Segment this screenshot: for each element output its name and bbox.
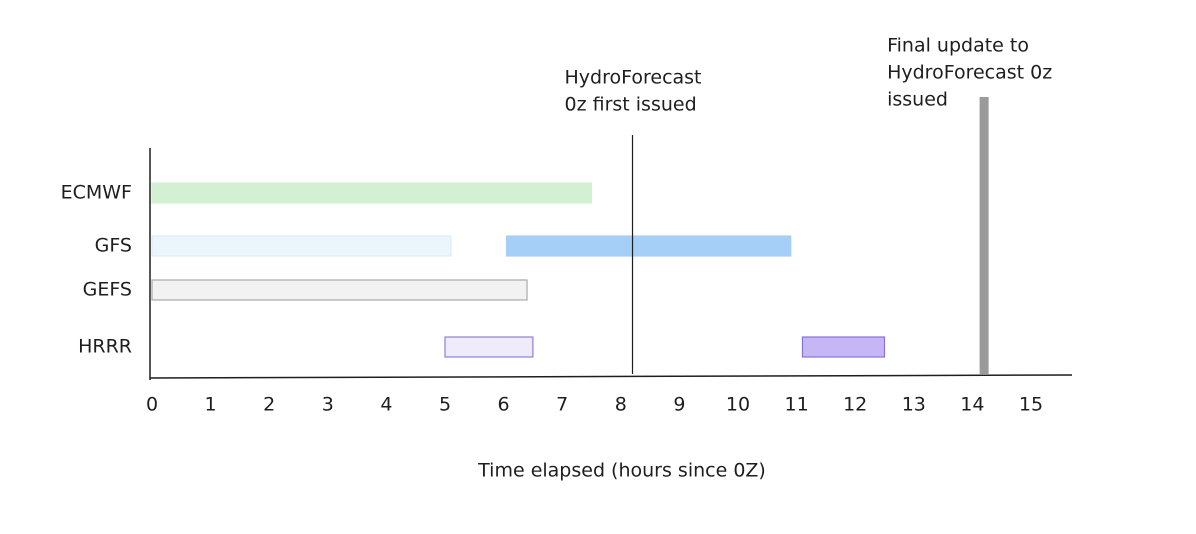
x-tick-label: 15 [1019,394,1043,416]
bar [801,336,886,358]
annotation-text: 0z first issued [565,94,697,116]
row-label: ECMWF [61,182,132,204]
x-tick-label: 3 [322,394,334,416]
x-tick-label: 1 [205,394,217,416]
row-label: HRRR [78,336,132,358]
x-tick-label: 5 [439,394,451,416]
annotation-text: HydroForecast 0z [887,62,1052,84]
x-axis-label: Time elapsed (hours since 0Z) [477,460,766,482]
annotation-text: issued [887,89,948,111]
x-tick-label: 2 [263,394,275,416]
bar [151,182,593,204]
x-tick-label: 11 [784,394,808,416]
bar [444,336,534,358]
x-tick-label: 6 [498,394,510,416]
bar [505,235,792,257]
x-tick-label: 13 [902,394,926,416]
row-label: GFS [95,235,132,257]
annotation-text: HydroForecast [565,67,702,89]
bar [151,235,452,257]
x-tick-label: 9 [673,394,685,416]
annotation-text: Final update to [887,35,1029,57]
x-tick-label: 14 [960,394,984,416]
bar [151,279,528,301]
x-tick-label: 8 [615,394,627,416]
x-tick-label: 12 [843,394,867,416]
x-tick-label: 7 [556,394,568,416]
row-label: GEFS [83,279,132,301]
x-axis [149,374,1073,379]
x-tick-label: 10 [726,394,750,416]
x-tick-label: 0 [146,394,158,416]
x-tick-label: 4 [380,394,392,416]
